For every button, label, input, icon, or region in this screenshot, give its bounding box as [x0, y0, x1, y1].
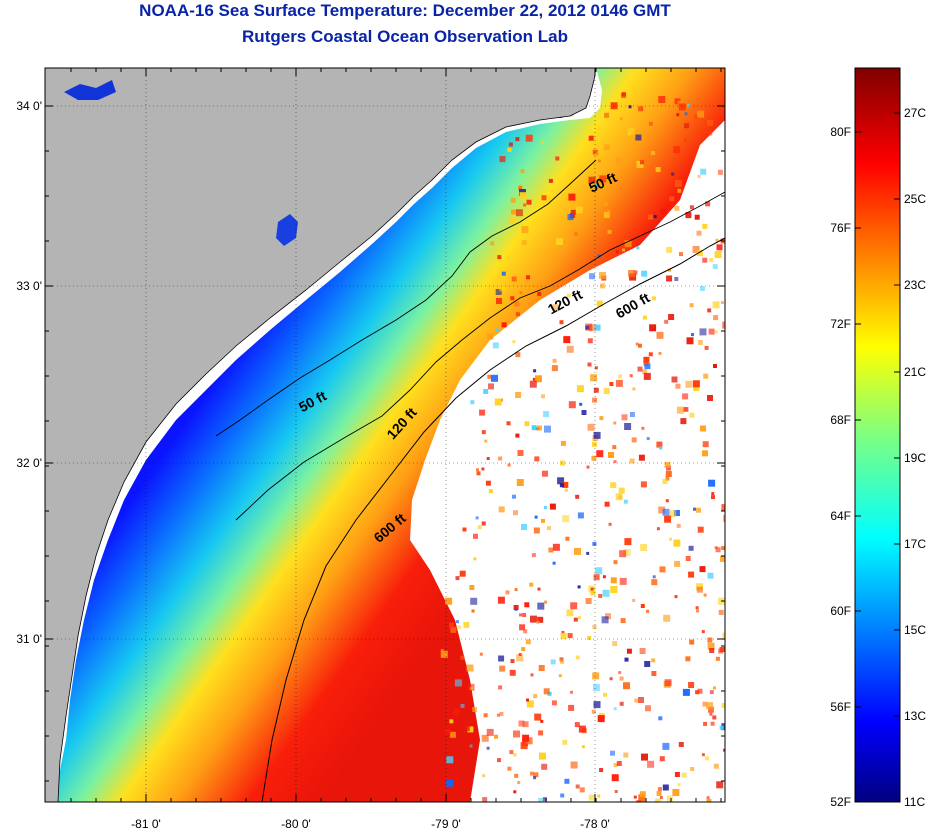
- map-frame: [44, 67, 726, 803]
- latitude-tick-label: 32 0': [16, 456, 42, 470]
- colorbar: [855, 68, 900, 802]
- map-area: [45, 68, 725, 802]
- frame-ticks: [45, 68, 725, 802]
- colorbar-celsius-label: 23C: [904, 278, 926, 292]
- colorbar-fahrenheit-label: 56F: [830, 700, 851, 714]
- map-subtitle: Rutgers Coastal Ocean Observation Lab: [242, 27, 568, 46]
- longitude-tick-label: -79 0': [431, 817, 461, 831]
- latitude-tick-label: 31 0': [16, 632, 42, 646]
- colorbar-frame: [854, 67, 901, 803]
- inland-lake: [276, 214, 298, 246]
- colorbar-celsius-label: 21C: [904, 365, 926, 379]
- colorbar-fahrenheit-label: 76F: [830, 221, 851, 235]
- longitude-tick-label: -81 0': [131, 817, 161, 831]
- colorbar-celsius-label: 11C: [904, 795, 925, 809]
- colorbar-celsius-label: 17C: [904, 537, 926, 551]
- isobath-600ft: [261, 237, 725, 802]
- colorbar-ticks: [855, 112, 900, 717]
- longitude-tick-label: -78 0': [580, 817, 610, 831]
- colorbar-fahrenheit-label: 72F: [830, 317, 851, 331]
- colorbar-celsius-label: 19C: [904, 451, 926, 465]
- colorbar-fahrenheit-label: 60F: [830, 604, 851, 618]
- inland-water-north: [64, 80, 116, 100]
- graticule: [45, 68, 725, 802]
- sst-field: [58, 68, 725, 802]
- isobath-120ft: [235, 191, 725, 521]
- colorbar-fahrenheit-label: 64F: [830, 509, 851, 523]
- colorbar-fahrenheit-label: 68F: [830, 413, 851, 427]
- latitude-tick-label: 33 0': [16, 279, 42, 293]
- latitude-tick-label: 34 0': [16, 99, 42, 113]
- colorbar-fahrenheit-label: 52F: [830, 795, 851, 809]
- colorbar-fahrenheit-label: 80F: [830, 125, 851, 139]
- colorbar-celsius-label: 27C: [904, 106, 926, 120]
- longitude-tick-label: -80 0': [281, 817, 311, 831]
- colorbar-celsius-label: 25C: [904, 192, 926, 206]
- land-mass: [45, 68, 597, 802]
- colorbar-celsius-label: 15C: [904, 623, 926, 637]
- colorbar-celsius-label: 13C: [904, 709, 926, 723]
- map-title: NOAA-16 Sea Surface Temperature: Decembe…: [139, 1, 671, 20]
- isobath-50ft: [215, 159, 597, 437]
